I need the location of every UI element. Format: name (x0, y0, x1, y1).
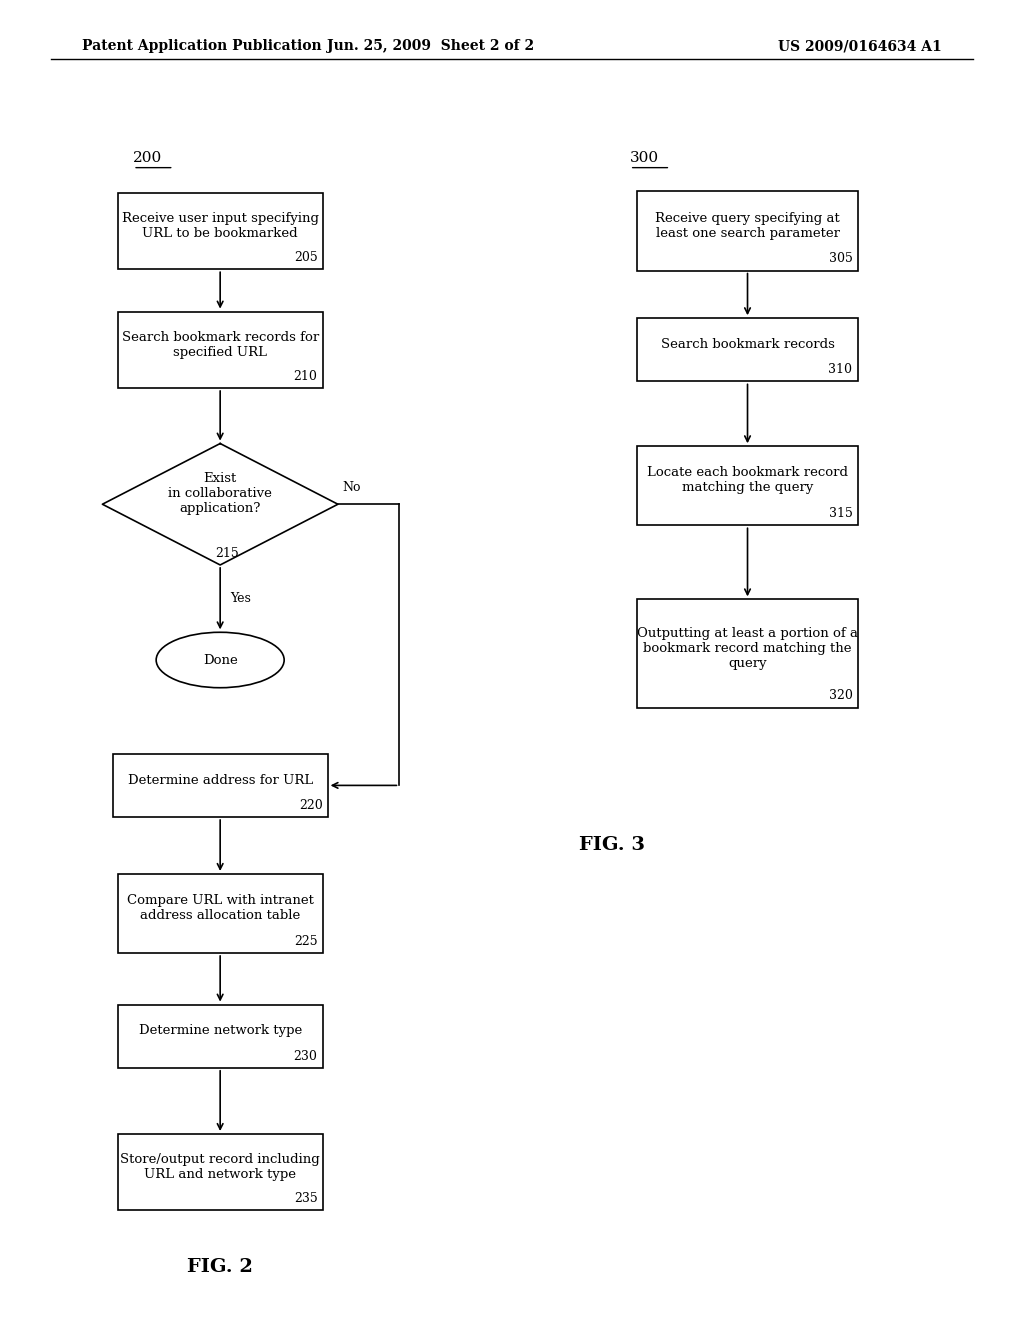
FancyBboxPatch shape (118, 874, 323, 953)
Text: FIG. 2: FIG. 2 (187, 1258, 253, 1276)
Text: Compare URL with intranet
address allocation table: Compare URL with intranet address alloca… (127, 894, 313, 923)
Text: 300: 300 (630, 150, 658, 165)
Text: Locate each bookmark record
matching the query: Locate each bookmark record matching the… (647, 466, 848, 495)
Text: Search bookmark records: Search bookmark records (660, 338, 835, 351)
FancyBboxPatch shape (118, 1005, 323, 1068)
Text: 210: 210 (294, 370, 317, 383)
Text: Determine address for URL: Determine address for URL (128, 774, 312, 787)
Text: Exist
in collaborative
application?: Exist in collaborative application? (168, 473, 272, 515)
Text: Receive query specifying at
least one search parameter: Receive query specifying at least one se… (655, 211, 840, 240)
Text: 230: 230 (294, 1049, 317, 1063)
Text: Receive user input specifying
URL to be bookmarked: Receive user input specifying URL to be … (122, 211, 318, 240)
Ellipse shape (156, 632, 284, 688)
Text: Determine network type: Determine network type (138, 1024, 302, 1038)
FancyBboxPatch shape (118, 312, 323, 388)
Text: 305: 305 (828, 252, 852, 265)
Text: 315: 315 (828, 507, 852, 520)
FancyBboxPatch shape (113, 754, 328, 817)
Text: 235: 235 (294, 1192, 317, 1205)
Text: Store/output record including
URL and network type: Store/output record including URL and ne… (120, 1152, 321, 1181)
Text: 215: 215 (215, 546, 239, 560)
FancyBboxPatch shape (637, 191, 857, 271)
Text: 220: 220 (299, 799, 323, 812)
FancyBboxPatch shape (637, 318, 857, 381)
FancyBboxPatch shape (637, 599, 857, 708)
FancyBboxPatch shape (118, 1134, 323, 1210)
Text: Done: Done (203, 653, 238, 667)
Text: Yes: Yes (230, 593, 251, 605)
Text: FIG. 3: FIG. 3 (580, 836, 645, 854)
Text: 200: 200 (133, 150, 163, 165)
Text: No: No (342, 480, 360, 494)
Text: 205: 205 (294, 251, 317, 264)
FancyBboxPatch shape (118, 193, 323, 269)
Text: 225: 225 (294, 935, 317, 948)
Text: Outputting at least a portion of a
bookmark record matching the
query: Outputting at least a portion of a bookm… (637, 627, 858, 669)
Text: Jun. 25, 2009  Sheet 2 of 2: Jun. 25, 2009 Sheet 2 of 2 (327, 40, 534, 53)
Text: 320: 320 (828, 689, 852, 702)
Text: US 2009/0164634 A1: US 2009/0164634 A1 (778, 40, 942, 53)
Text: Search bookmark records for
specified URL: Search bookmark records for specified UR… (122, 330, 318, 359)
Text: 310: 310 (828, 363, 852, 376)
FancyBboxPatch shape (637, 446, 857, 525)
Text: Patent Application Publication: Patent Application Publication (82, 40, 322, 53)
